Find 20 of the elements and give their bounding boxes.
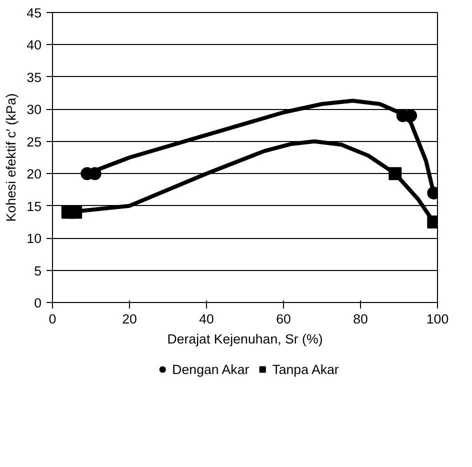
x-axis-title: Derajat Kejenuhan, Sr (%): [167, 332, 323, 346]
y-tick-label: 35: [26, 70, 42, 85]
x-tick-label: 80: [353, 312, 368, 326]
legend-label: Tanpa Akar: [272, 362, 339, 376]
y-tick-label: 40: [26, 38, 42, 53]
x-tick-label: 20: [122, 312, 137, 326]
y-tick-label: 20: [26, 166, 42, 182]
y-tick-label: 5: [34, 263, 42, 278]
y-tick-label: 45: [26, 6, 42, 20]
y-tick-label: 10: [26, 231, 42, 246]
y-tick-label: 30: [26, 102, 42, 118]
x-tick-label: 100: [426, 312, 449, 326]
legend-label: Dengan Akar: [172, 362, 250, 376]
y-axis-title: Kohesi efektif c′ (kPa): [4, 93, 19, 222]
y-tick-label: 25: [26, 134, 42, 150]
y-tick-label: 15: [26, 198, 42, 214]
x-tick-label: 60: [276, 312, 291, 326]
y-tick-label: 0: [34, 296, 42, 310]
x-tick-label: 40: [199, 312, 214, 326]
x-tick-label: 0: [48, 312, 56, 326]
